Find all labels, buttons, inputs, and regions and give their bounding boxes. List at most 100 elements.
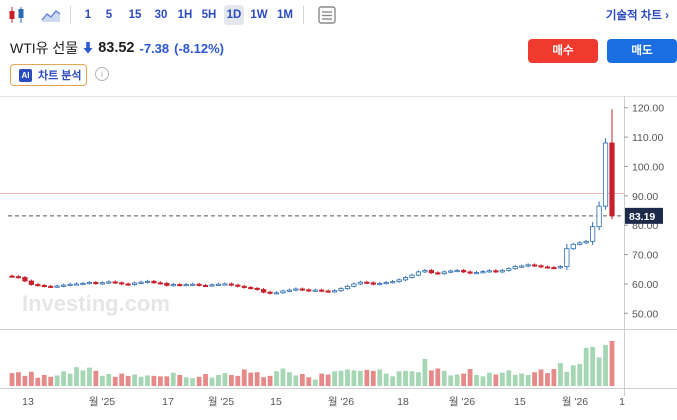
volume-bar [196, 376, 202, 386]
volume-bar [396, 371, 402, 386]
candle-up [564, 248, 570, 268]
candlestick-icon[interactable] [6, 4, 28, 26]
x-tick-label: 월 '25 [89, 396, 115, 408]
interval-1[interactable]: 1 [84, 9, 92, 21]
candle-down [551, 267, 557, 270]
candle-down [235, 284, 241, 287]
volume-bar [512, 374, 518, 386]
chart-canvas[interactable]: Investing.com120.00110.00100.0090.0080.0… [0, 96, 677, 415]
candle-down [164, 282, 170, 286]
current-price-tag [625, 207, 663, 224]
volume-bar [480, 376, 486, 386]
candle-up [448, 270, 454, 273]
volume-bar [280, 368, 286, 386]
candle-up [383, 282, 389, 285]
interval-5[interactable]: 5 [105, 9, 113, 21]
candle-up [80, 282, 86, 285]
volume-bar [93, 370, 99, 386]
candle-down [261, 289, 267, 293]
volume-bar [325, 374, 331, 386]
candle-up [215, 283, 222, 286]
ai-chart-analysis-button[interactable]: AI 차트 분석 [10, 64, 87, 86]
symbol-header: WTI유 선물 83.52 -7.38 (-8.12%) [10, 38, 224, 58]
candle-up [602, 142, 609, 207]
y-tick-label: 100.00 [632, 161, 664, 173]
volume-bar [35, 377, 41, 386]
candle-down [370, 282, 376, 285]
interval-1w[interactable]: 1W [250, 9, 268, 21]
volume-bar [190, 378, 196, 386]
toolbar-divider [303, 6, 304, 24]
candle-up [409, 274, 415, 278]
candle-up [280, 290, 286, 294]
x-tick-label: 15 [514, 396, 526, 408]
candle-down [538, 265, 544, 268]
candle-up [61, 284, 67, 287]
candle-down [22, 277, 28, 282]
candle-down [35, 284, 41, 287]
volume-bar [22, 375, 28, 386]
candle-up [73, 283, 80, 286]
volume-bar [241, 369, 247, 386]
volume-bar [441, 370, 447, 386]
volume-bar [112, 376, 118, 386]
x-tick-label: 18 [397, 396, 409, 408]
ai-button-label: 차트 분석 [38, 70, 82, 82]
volume-bar [519, 373, 525, 386]
volume-bar [409, 371, 415, 386]
price-chart[interactable]: Investing.com 120.00 110.00 100.00 90.00 80.0… [0, 96, 677, 415]
volume-bar [538, 369, 544, 386]
candle-down [119, 282, 125, 285]
volume-bar [80, 370, 86, 386]
volume-bar [287, 372, 292, 386]
candle-down [544, 266, 551, 269]
volume-bar [48, 376, 54, 386]
candle-up [99, 282, 105, 285]
candle-down [467, 271, 473, 274]
candle-up [209, 284, 215, 287]
candle-up [183, 284, 189, 287]
sell-button[interactable]: 매도 [607, 39, 677, 63]
interval-30[interactable]: 30 [154, 9, 168, 21]
interval-1m[interactable]: 1M [277, 9, 293, 21]
volume-bar [448, 375, 454, 386]
candle-up [357, 281, 363, 285]
toolbar-divider [70, 6, 71, 24]
candle-up [441, 271, 447, 275]
ai-icon: AI [19, 68, 32, 82]
interval-1d[interactable]: 1D [224, 5, 244, 25]
candle-up [519, 265, 525, 268]
candle-down [202, 285, 209, 288]
candle-up [525, 264, 531, 267]
info-icon[interactable]: i [95, 67, 109, 81]
x-tick-label: 월 '26 [328, 396, 354, 408]
candle-down [267, 291, 273, 294]
volume-bar [532, 372, 537, 386]
candle-up [377, 282, 383, 285]
interval-5h[interactable]: 5H [201, 9, 217, 21]
interval-1h[interactable]: 1H [177, 9, 193, 21]
volume-bar [261, 377, 267, 386]
volume-bar [570, 365, 576, 386]
volume-bar [151, 375, 157, 386]
y-tick-label: 90.00 [632, 191, 658, 203]
data-table-icon[interactable] [316, 4, 338, 26]
volume-bar [416, 372, 421, 386]
candle-down [196, 283, 202, 286]
volume-bar [222, 373, 228, 386]
volume-bar [138, 376, 144, 386]
price-change: -7.38 [139, 40, 170, 56]
candle-down [531, 264, 538, 267]
volume-bar [596, 357, 602, 386]
candle-up [583, 240, 589, 244]
candle-down [93, 282, 99, 285]
interval-15[interactable]: 15 [128, 9, 142, 21]
technical-chart-link[interactable]: 기술적 차트 › [605, 10, 669, 22]
candle-up [131, 282, 138, 285]
volume-bar [106, 374, 112, 386]
volume-bar [467, 368, 473, 386]
candle-down [306, 289, 312, 292]
buy-button[interactable]: 매수 [528, 39, 598, 63]
area-chart-icon[interactable] [40, 4, 62, 26]
volume-bar [351, 370, 357, 386]
